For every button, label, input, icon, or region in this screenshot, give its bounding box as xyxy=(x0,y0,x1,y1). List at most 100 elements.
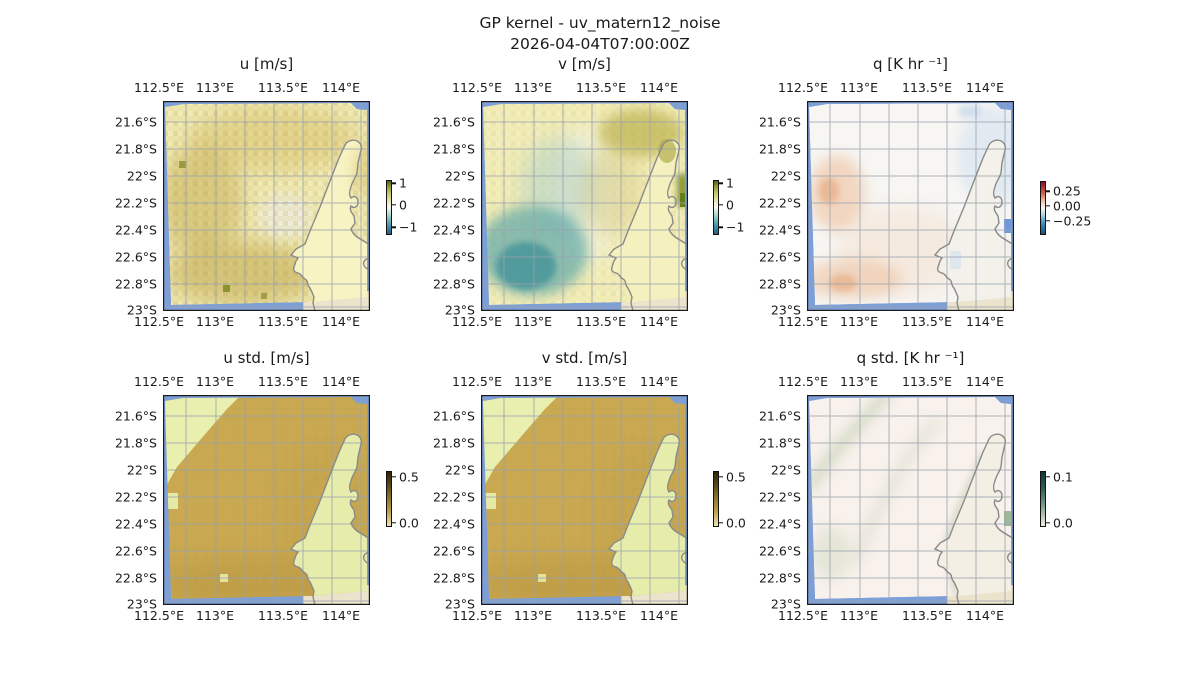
x-axis-top: 112.5°E 113°E 113.5°E 114°E xyxy=(134,374,370,390)
map-frame xyxy=(481,395,688,605)
x-axis-top: 112.5°E 113°E 113.5°E 114°E xyxy=(778,374,1014,390)
y-tick-label: 22°S xyxy=(126,168,157,184)
x-tick-label: 112.5°E xyxy=(134,80,184,95)
x-tick-label: 114°E xyxy=(321,374,361,389)
x-tick-label: 112.5°E xyxy=(134,374,184,389)
y-tick-label: 21.6°S xyxy=(758,408,801,424)
x-tick-label: 113.5°E xyxy=(258,80,308,95)
colorbar-tick-label: 0 xyxy=(399,197,407,213)
panel-title: q std. [K hr ⁻¹] xyxy=(856,349,965,367)
colorbar-gradient xyxy=(1040,471,1046,527)
x-tick-label: 113°E xyxy=(513,374,553,389)
x-tick-label: 112.5°E xyxy=(452,608,502,623)
y-tick-label: 22.2°S xyxy=(114,489,157,505)
panel-u: u [m/s] 112.5°E 113°E 113.5°E 114°E 21.6°S 2… xyxy=(115,55,370,329)
y-tick-label: 22.8°S xyxy=(114,570,157,585)
x-tick-label: 113.5°E xyxy=(258,374,308,389)
figure-timestamp: 2026-04-04T07:00:00Z xyxy=(510,35,690,53)
colorbar-tick-label: −0.25 xyxy=(1053,213,1092,229)
field-layer xyxy=(165,103,367,305)
x-axis-bottom: 112.5°E 113°E 113.5°E 114°E xyxy=(778,608,1014,624)
colorbar-tick-mark xyxy=(1046,205,1050,207)
y-tick-label: 22.6°S xyxy=(114,543,157,559)
colorbar-tick-label: 0.0 xyxy=(726,515,746,531)
x-tick-label: 114°E xyxy=(639,374,679,389)
y-tick-label: 21.8°S xyxy=(114,141,157,157)
colorbar-tick-label: 0.0 xyxy=(399,515,419,531)
x-tick-label: 113.5°E xyxy=(258,314,308,329)
x-tick-label: 112.5°E xyxy=(778,314,828,329)
y-tick-label: 22.6°S xyxy=(432,249,475,265)
panel-v: v [m/s] 112.5°E 113°E 113.5°E 114°E 21.6°S 2… xyxy=(433,55,688,329)
colorbar-q-std: 0.1 0.0 xyxy=(1040,469,1110,530)
y-tick-label: 22.6°S xyxy=(114,249,157,265)
colorbar-u-std: 0.5 0.0 xyxy=(386,469,456,530)
x-axis-bottom: 112.5°E 113°E 113.5°E 114°E xyxy=(134,314,370,330)
x-tick-label: 112.5°E xyxy=(452,314,502,329)
y-tick-label: 21.6°S xyxy=(114,408,157,424)
colorbar-tick-mark xyxy=(392,226,396,228)
colorbar-tick-label: 0.00 xyxy=(1053,198,1081,214)
colorbar-tick-label: −1 xyxy=(726,219,745,235)
x-tick-label: 112.5°E xyxy=(134,314,184,329)
x-tick-label: 114°E xyxy=(965,314,1005,329)
colorbar-v-std: 0.5 0.0 xyxy=(713,469,783,530)
y-tick-label: 22.8°S xyxy=(758,276,801,291)
x-tick-label: 113°E xyxy=(513,314,553,329)
x-tick-label: 114°E xyxy=(321,80,361,95)
panel-v-std: v std. [m/s] 112.5°E 113°E 113.5°E 114°E 21… xyxy=(433,349,688,623)
y-tick-label: 22.4°S xyxy=(114,516,157,532)
panel-title: u [m/s] xyxy=(239,55,294,73)
y-tick-label: 21.6°S xyxy=(758,114,801,130)
x-axis-bottom: 112.5°E 113°E 113.5°E 114°E xyxy=(134,608,370,624)
map-q-std xyxy=(807,395,1014,605)
map-frame xyxy=(163,101,370,311)
colorbar-tick-mark xyxy=(1046,190,1050,193)
map-v-std xyxy=(481,395,688,605)
map-v xyxy=(481,101,688,311)
panel-q-std: q std. [K hr ⁻¹] 112.5°E 113°E 113.5°E 114°… xyxy=(759,349,1014,623)
x-tick-label: 113.5°E xyxy=(258,608,308,623)
y-tick-label: 22.6°S xyxy=(432,543,475,559)
field-layer xyxy=(809,103,1011,305)
colorbar-tick-mark xyxy=(719,204,723,206)
field-layer xyxy=(481,395,688,605)
panel-title: q [K hr ⁻¹] xyxy=(873,55,948,73)
y-tick-label: 22.8°S xyxy=(114,276,157,291)
x-tick-label: 113.5°E xyxy=(576,314,626,329)
colorbar-tick-mark xyxy=(719,226,723,228)
x-tick-label: 112.5°E xyxy=(134,608,184,623)
x-tick-label: 112.5°E xyxy=(778,80,828,95)
y-tick-label: 22.8°S xyxy=(432,570,475,585)
y-tick-label: 22.8°S xyxy=(432,276,475,291)
colorbar-tick-label: 1 xyxy=(726,175,734,191)
x-tick-label: 113.5°E xyxy=(902,80,952,95)
x-tick-label: 114°E xyxy=(639,80,679,95)
x-tick-label: 113°E xyxy=(513,80,553,95)
colorbar-tick-mark xyxy=(1046,522,1050,524)
x-tick-label: 113°E xyxy=(839,314,879,329)
x-tick-label: 112.5°E xyxy=(452,80,502,95)
x-tick-label: 113.5°E xyxy=(902,314,952,329)
x-tick-label: 113.5°E xyxy=(902,608,952,623)
x-tick-label: 112.5°E xyxy=(452,374,502,389)
colorbar-q: 0.25 0.00 −0.25 xyxy=(1040,181,1110,235)
colorbar-tick-label: 0.25 xyxy=(1053,183,1081,199)
panel-u-std: u std. [m/s] 112.5°E 113°E 113.5°E 114°E 21… xyxy=(115,349,370,623)
map-frame xyxy=(807,101,1014,311)
colorbar-u: 1 0 −1 xyxy=(386,176,456,235)
colorbar-gradient xyxy=(386,180,392,235)
x-tick-label: 114°E xyxy=(321,608,361,623)
map-u-std xyxy=(163,395,370,605)
x-axis-bottom: 112.5°E 113°E 113.5°E 114°E xyxy=(452,314,688,330)
x-tick-label: 113°E xyxy=(195,374,235,389)
colorbar-tick-mark xyxy=(392,182,396,184)
colorbar-tick-label: 0.0 xyxy=(1053,515,1073,531)
field-layer xyxy=(483,103,685,305)
y-tick-label: 22.6°S xyxy=(758,249,801,265)
colorbar-tick-label: 0.5 xyxy=(726,469,746,485)
y-tick-label: 22.2°S xyxy=(114,195,157,211)
x-axis-top: 112.5°E 113°E 113.5°E 114°E xyxy=(134,80,370,96)
x-tick-label: 114°E xyxy=(639,608,679,623)
